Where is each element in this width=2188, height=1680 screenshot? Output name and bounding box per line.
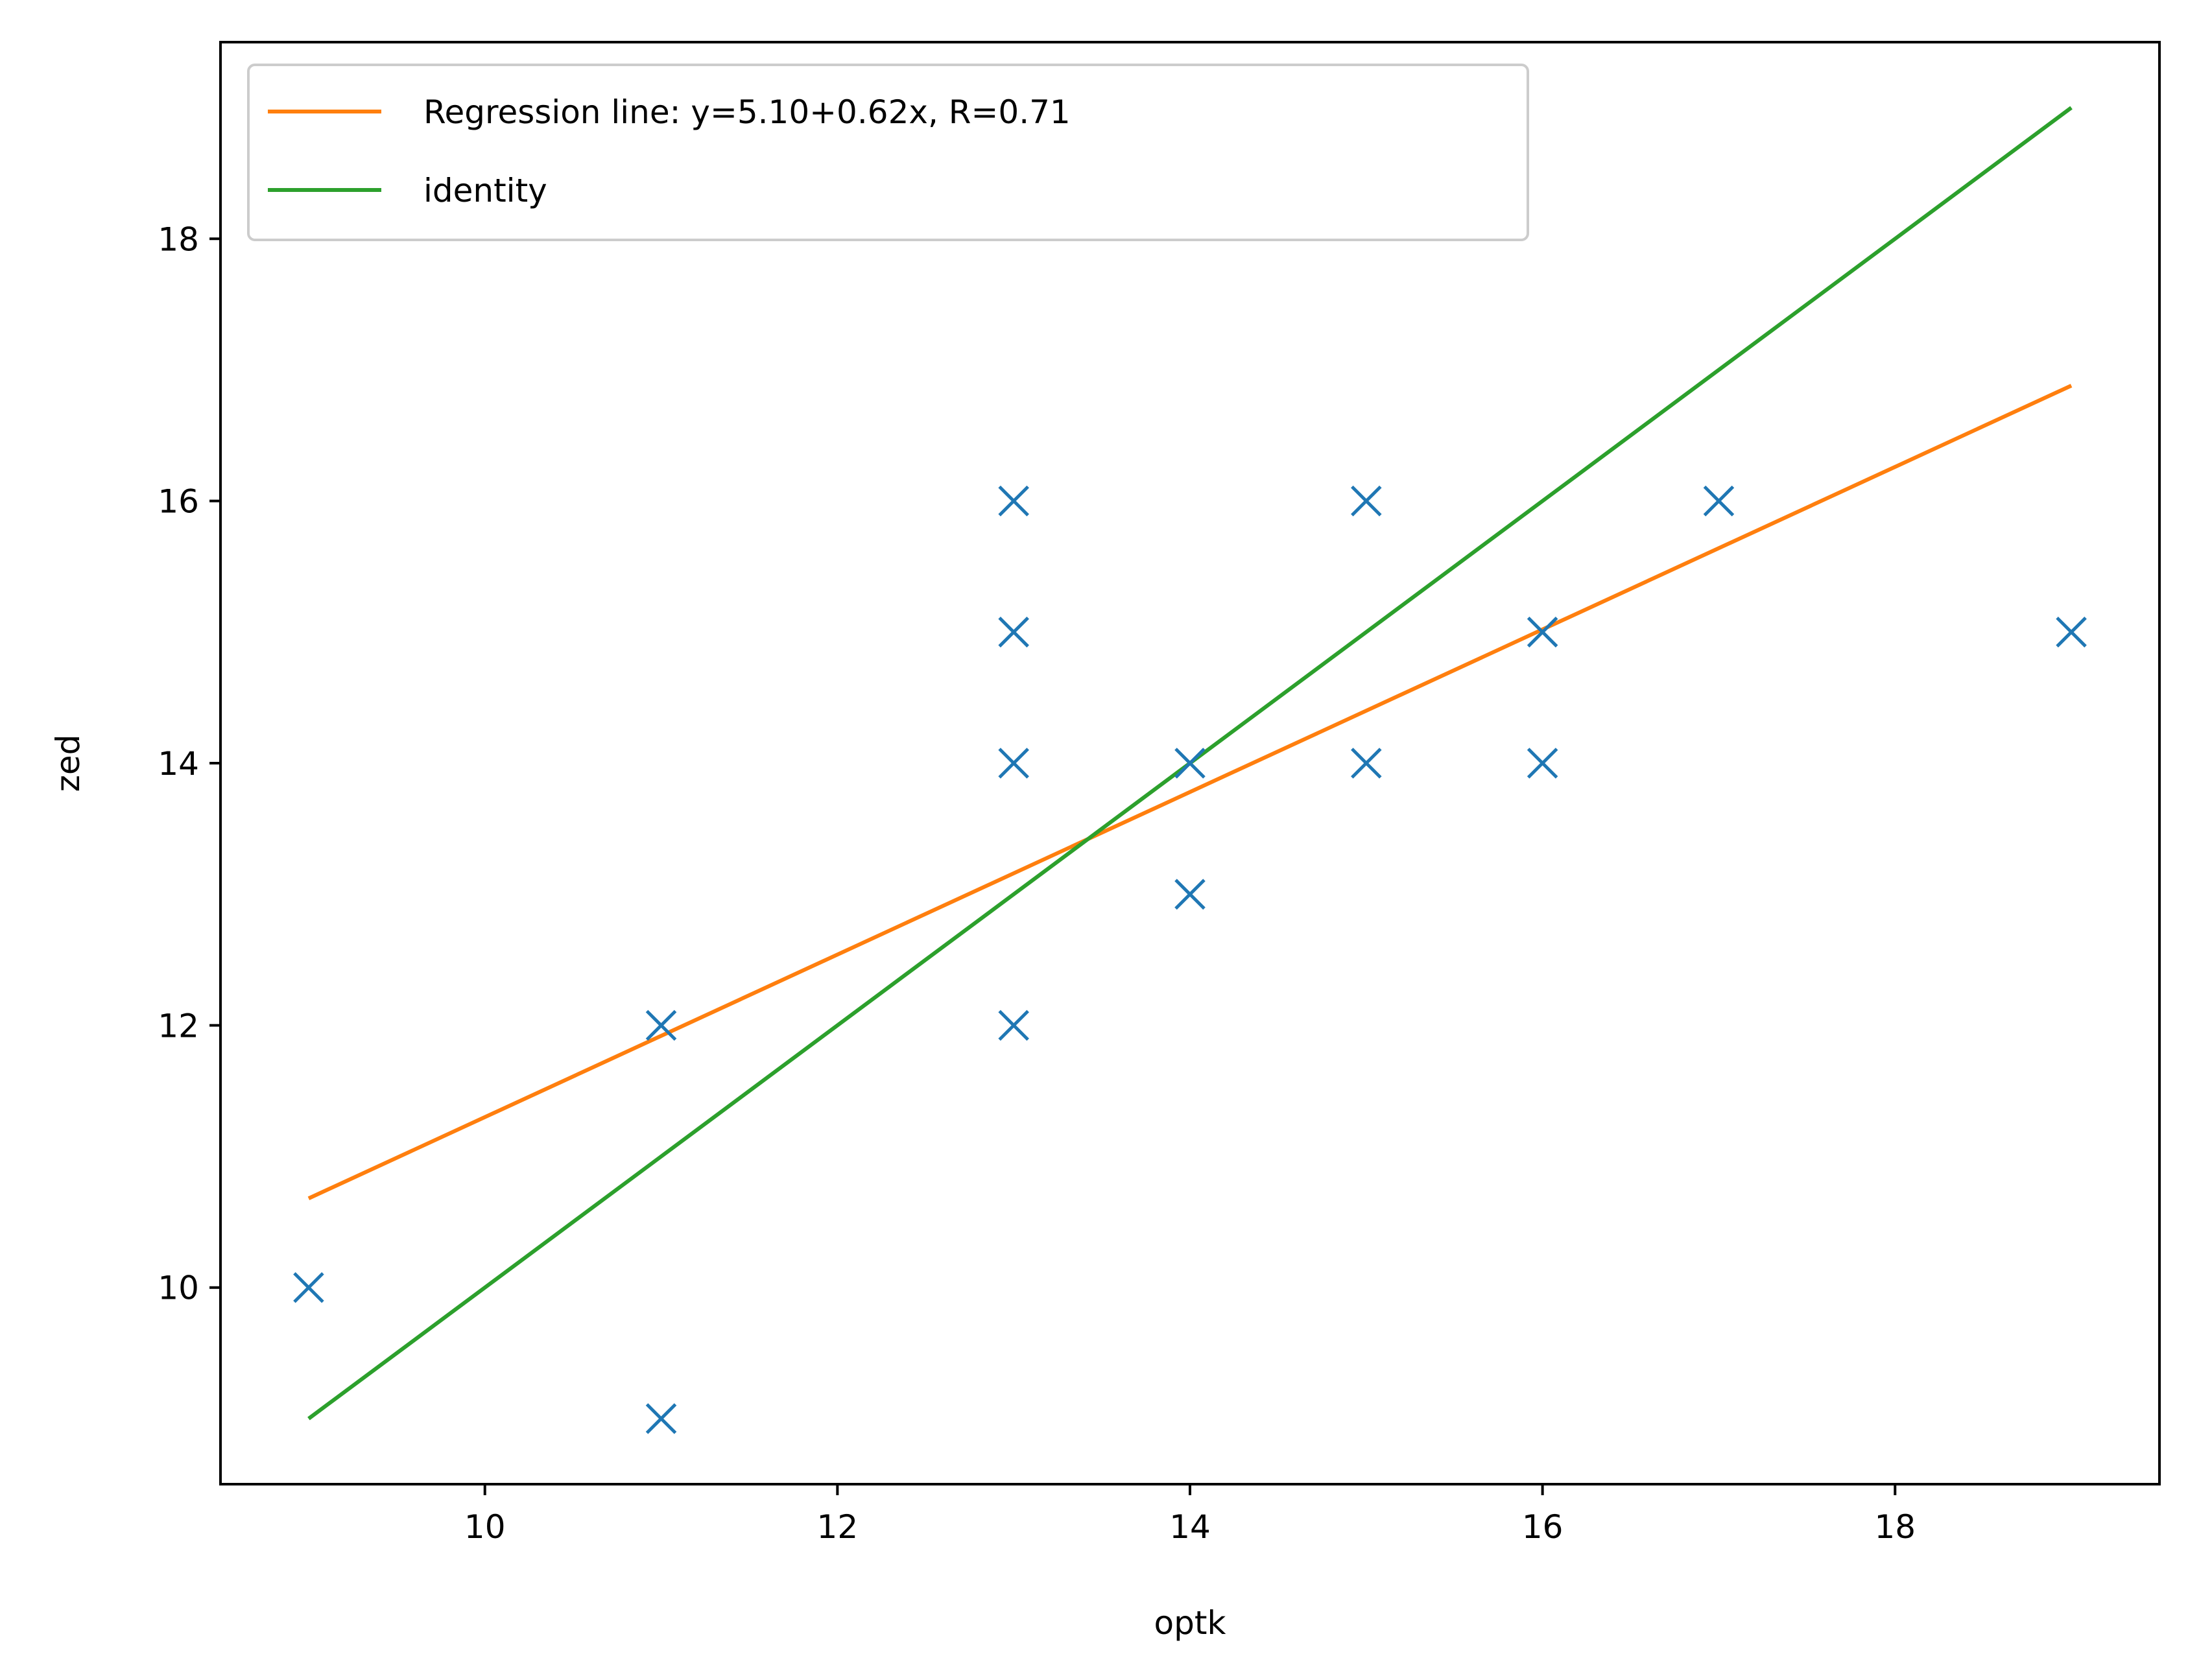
data-point	[1351, 485, 1382, 517]
x-tick-label: 12	[817, 1508, 859, 1546]
data-point	[1703, 485, 1735, 517]
y-tick-label: 12	[158, 1007, 199, 1045]
regression-line	[307, 383, 2073, 1200]
data-point	[1174, 748, 1206, 779]
y-axis-ticks: 10 12 14 16 18	[158, 220, 220, 1307]
x-tick-label: 10	[464, 1508, 506, 1546]
x-tick-label: 18	[1874, 1508, 1916, 1546]
x-axis-ticks: 10 12 14 16 18	[464, 1484, 1916, 1546]
data-point	[1174, 879, 1206, 910]
data-point	[1351, 748, 1382, 779]
data-point	[998, 485, 1029, 517]
x-tick-label: 16	[1522, 1508, 1564, 1546]
x-axis-label: optk	[1154, 1604, 1226, 1642]
data-point	[645, 1403, 677, 1434]
y-tick-label: 18	[158, 220, 199, 258]
data-point	[998, 617, 1029, 648]
legend-label-regression: Regression line: y=5.10+0.62x, R=0.71	[423, 93, 1071, 131]
y-tick-label: 14	[158, 745, 199, 783]
legend-box	[247, 64, 1529, 241]
x-tick-label: 14	[1169, 1508, 1211, 1546]
y-tick-label: 10	[158, 1270, 199, 1307]
legend: Regression line: y=5.10+0.62x, R=0.71 id…	[247, 64, 1529, 241]
data-point	[293, 1272, 324, 1303]
data-point	[998, 1010, 1029, 1041]
legend-label-identity: identity	[423, 172, 547, 209]
y-tick-label: 16	[158, 483, 199, 521]
data-point	[1527, 748, 1558, 779]
data-point	[1527, 617, 1558, 648]
data-points	[293, 485, 2087, 1434]
data-point	[2056, 617, 2087, 648]
data-point	[645, 1010, 677, 1041]
y-axis-label: zed	[49, 735, 87, 792]
data-point	[998, 748, 1029, 779]
